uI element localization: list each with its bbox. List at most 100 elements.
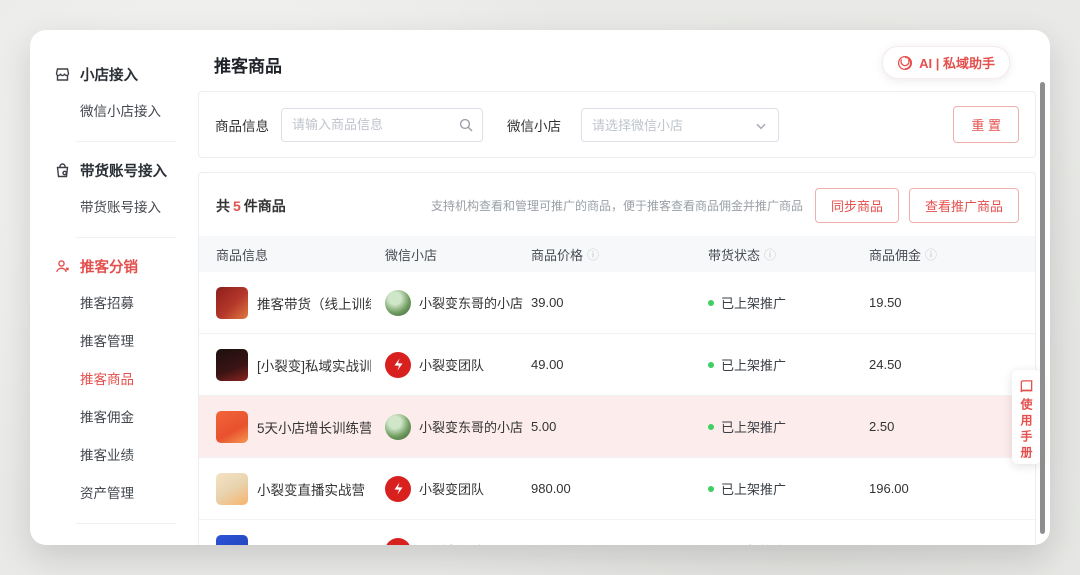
header-commission: 商品佣金 ⓘ xyxy=(869,247,938,263)
status-text: 已上架推广 xyxy=(721,420,787,435)
info-icon[interactable]: ⓘ xyxy=(925,247,938,262)
table-row[interactable]: 私域操盘手创造营 小裂变团队 已上架推广 xyxy=(199,520,1035,545)
view-promoted-products-button[interactable]: 查看推广商品 xyxy=(908,188,1019,223)
wexin-store-label: 微信小店 xyxy=(507,118,561,134)
book-icon xyxy=(1020,380,1033,393)
store-cell: 小裂变团队 xyxy=(385,537,531,545)
info-icon[interactable]: ⓘ xyxy=(764,247,777,262)
sidebar-group-shop-access[interactable]: 小店接入 xyxy=(30,58,196,91)
document-icon xyxy=(54,544,71,545)
product-thumbnail xyxy=(216,534,248,545)
info-icon[interactable]: ⓘ xyxy=(587,247,600,262)
sidebar-item-wexin-store-access[interactable]: 微信小店接入 xyxy=(80,104,161,119)
status-dot xyxy=(708,485,714,492)
sidebar-group-seller-account-access[interactable]: 带货账号接入 xyxy=(30,154,196,187)
ai-logo-icon xyxy=(898,55,913,70)
status-cell: 已上架推广 xyxy=(708,355,869,374)
header-price: 商品价格 ⓘ xyxy=(531,247,600,263)
store-name: 小裂变东哥的小店 xyxy=(419,296,524,311)
sidebar-group-label: 小店接入 xyxy=(80,68,138,84)
sidebar-item-promoter-products[interactable]: 推客商品 xyxy=(80,372,134,387)
status-dot xyxy=(708,423,714,430)
status-cell: 已上架推广 xyxy=(708,417,869,436)
chevron-down-icon xyxy=(756,123,766,129)
product-cell: [小裂变]私域实战训练营 xyxy=(216,348,385,381)
header-product-info: 商品信息 xyxy=(216,247,269,263)
ai-assistant-button[interactable]: AI | 私域助手 xyxy=(882,46,1010,79)
sidebar-group-label: 订单管理 xyxy=(80,542,138,545)
commission-cell: 24.50 xyxy=(869,357,902,372)
product-info-field-wrap xyxy=(281,107,483,142)
total-prefix: 共 xyxy=(216,197,230,214)
user-manual-label: 使用手册 xyxy=(1019,398,1033,462)
sidebar-group-label: 带货账号接入 xyxy=(80,164,167,180)
table-row-highlighted[interactable]: 5天小店增长训练营 小裂变东哥的小店 5.00 已上架推广 2.50 xyxy=(199,396,1035,458)
status-cell: 已上架推广 xyxy=(708,293,869,312)
product-cell: 小裂变直播实战营 xyxy=(216,472,385,505)
status-text: 已上架推广 xyxy=(721,482,787,497)
store-cell: 小裂变团队 xyxy=(385,475,531,502)
user-manual-tab[interactable]: 使用手册 xyxy=(1012,370,1041,464)
sidebar-divider xyxy=(76,523,176,524)
product-name: 5天小店增长训练营 xyxy=(257,420,371,436)
sidebar-item-promoter-manage[interactable]: 推客管理 xyxy=(80,334,134,349)
price-cell: 980.00 xyxy=(531,481,571,496)
store-name: 小裂变团队 xyxy=(419,541,484,545)
store-logo-icon xyxy=(385,475,411,502)
product-thumbnail xyxy=(216,348,248,381)
sidebar-item-promoter-recruit[interactable]: 推客招募 xyxy=(80,296,134,311)
store-name: 小裂变东哥的小店 xyxy=(419,420,524,435)
commission-cell: 2.50 xyxy=(869,419,895,434)
wexin-store-select[interactable]: 请选择微信小店 xyxy=(581,107,779,142)
price-cell: 49.00 xyxy=(531,357,564,372)
sidebar-group-promoter-distribution[interactable]: 推客分销 xyxy=(30,250,196,283)
total-count-text: 共 5 件商品 xyxy=(216,196,286,216)
status-dot xyxy=(708,361,714,368)
app-window: 小店接入 微信小店接入 带货账号接入 带货账号接入 推客分销 推客招募 推客管理… xyxy=(30,30,1050,545)
filter-bar: 商品信息 微信小店 请选择微信小店 重 置 xyxy=(198,91,1036,158)
price-cell: 5.00 xyxy=(531,419,557,434)
page-title: 推客商品 xyxy=(214,57,282,76)
wexin-store-select-placeholder: 请选择微信小店 xyxy=(592,118,684,133)
table-header-row: 商品信息 微信小店 商品价格 ⓘ 带货状态 ⓘ 商品佣金 ⓘ xyxy=(199,236,1035,272)
product-info-label: 商品信息 xyxy=(215,118,269,134)
table-row[interactable]: 推客带货（线上训练营... 小裂变东哥的小店 39.00 已上架推广 19.50 xyxy=(199,272,1035,334)
sidebar-item-seller-account-access[interactable]: 带货账号接入 xyxy=(80,200,161,215)
sync-products-button[interactable]: 同步商品 xyxy=(814,188,899,223)
table-hint-text: 支持机构查看和管理可推广的商品，便于推客查看商品佣金并推广商品 xyxy=(430,199,803,213)
status-dot xyxy=(708,299,714,306)
table-toolbar: 共 5 件商品 支持机构查看和管理可推广的商品，便于推客查看商品佣金并推广商品 同步… xyxy=(199,173,1035,236)
sidebar-divider xyxy=(76,237,176,238)
sidebar-item-asset-manage[interactable]: 资产管理 xyxy=(80,486,134,501)
product-name: 推客带货（线上训练营... xyxy=(257,296,371,312)
product-thumbnail xyxy=(216,410,248,443)
sidebar-group-order-manage[interactable]: 订单管理 xyxy=(30,536,196,545)
reset-button[interactable]: 重 置 xyxy=(953,106,1019,143)
status-cell: 已上架推广 xyxy=(708,541,869,545)
store-avatar xyxy=(385,289,411,316)
store-cell: 小裂变团队 xyxy=(385,351,531,378)
store-name: 小裂变团队 xyxy=(419,482,485,497)
vertical-scrollbar[interactable] xyxy=(1040,82,1045,534)
person-icon xyxy=(54,258,71,275)
store-cell: 小裂变东哥的小店 xyxy=(385,289,531,316)
store-logo-icon xyxy=(385,537,411,545)
store-name: 小裂变团队 xyxy=(419,358,485,373)
search-icon xyxy=(459,118,473,131)
sidebar-item-promoter-performance[interactable]: 推客业绩 xyxy=(80,448,134,463)
product-info-input[interactable] xyxy=(281,107,483,142)
table-actions: 同步商品 查看推广商品 xyxy=(814,188,1019,223)
product-name: 小裂变直播实战营 xyxy=(257,482,365,498)
table-row[interactable]: 小裂变直播实战营 小裂变团队 980.00 已上架推广 196.00 xyxy=(199,458,1035,520)
product-cell: 私域操盘手创造营 xyxy=(216,534,385,545)
ai-assistant-label: AI | 私域助手 xyxy=(919,56,995,71)
status-text: 已上架推广 xyxy=(721,296,787,311)
table-row[interactable]: [小裂变]私域实战训练营 小裂变团队 49.00 已上架推广 24.50 xyxy=(199,334,1035,396)
bag-icon xyxy=(54,162,71,179)
status-cell: 已上架推广 xyxy=(708,479,869,498)
product-table-panel: 共 5 件商品 支持机构查看和管理可推广的商品，便于推客查看商品佣金并推广商品 同步… xyxy=(198,172,1036,545)
sidebar-item-promoter-commission[interactable]: 推客佣金 xyxy=(80,410,134,425)
sidebar-divider xyxy=(76,141,176,142)
header-wexin-store: 微信小店 xyxy=(385,247,438,263)
product-thumbnail xyxy=(216,286,248,319)
